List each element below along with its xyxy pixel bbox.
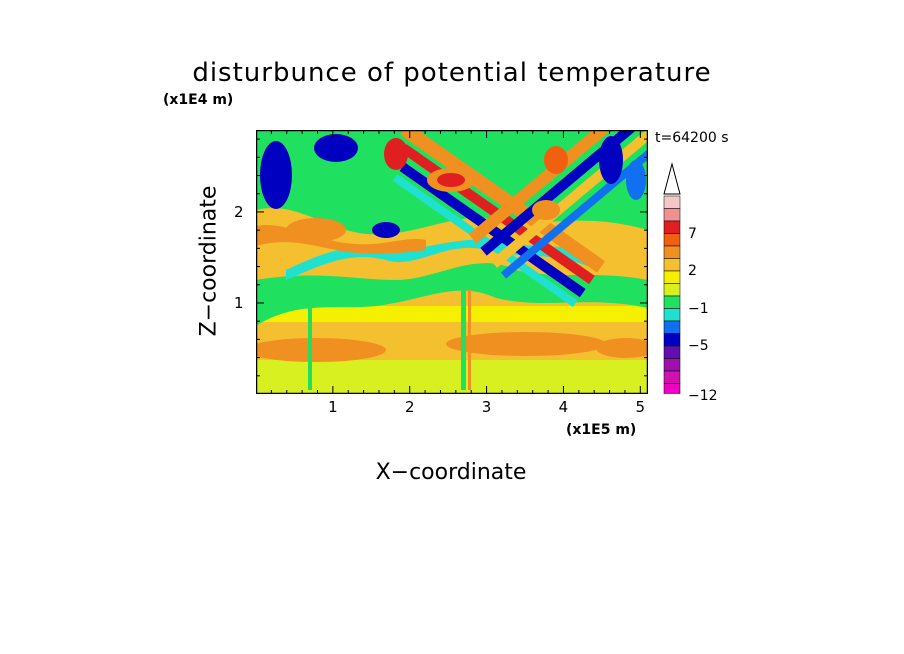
colorbar-extend-arrow [663, 162, 681, 195]
x-tick-label: 1 [328, 398, 338, 416]
colorbar-label: 2 [688, 263, 697, 279]
y-tick-label: 2 [234, 202, 244, 221]
colorbar-swatch [663, 283, 681, 297]
field-blob-cold [626, 160, 646, 200]
colorbar-swatch [663, 270, 681, 284]
field-blob-cold [599, 136, 623, 184]
field-blob-warm [384, 138, 408, 170]
colorbar-swatch [663, 220, 681, 234]
x-tick-label: 3 [481, 398, 492, 416]
field-blob-warm-low [596, 338, 648, 358]
colorbar-label: −5 [688, 338, 709, 354]
colorbar-label: −12 [688, 388, 718, 404]
colorbar-swatch [663, 370, 681, 384]
x-tick-label: 2 [404, 398, 415, 416]
colorbar-label: 7 [688, 225, 697, 242]
field-blob-warm [532, 200, 560, 220]
chart-title: disturbunce of potential temperature [192, 58, 712, 88]
field-blob-warm [437, 173, 465, 187]
field-blob-cold [372, 222, 400, 238]
field-plume [308, 300, 312, 390]
field-band-surface [256, 358, 648, 394]
x-axis-unit: (x1E5 m) [566, 422, 637, 438]
time-annotation: t=64200 s [655, 130, 729, 146]
colorbar-swatch [663, 358, 681, 372]
colorbar-label: −1 [688, 300, 709, 317]
field-plume [468, 290, 471, 390]
colorbar [663, 162, 681, 394]
x-tick-marks [256, 130, 641, 394]
colorbar-swatch [663, 258, 681, 272]
colorbar-swatch [663, 345, 681, 359]
field-blob-warm [286, 218, 346, 242]
x-axis-label: X−coordinate [375, 460, 527, 485]
colorbar-swatch [663, 208, 681, 222]
y-tick-marks [256, 138, 648, 394]
x-tick-label: 4 [558, 398, 569, 416]
field-blob-cold [260, 141, 292, 209]
colorbar-swatch [663, 245, 681, 259]
colorbar-swatch [663, 333, 681, 347]
colorbar-swatch [663, 383, 681, 394]
field-band-mid [256, 263, 648, 326]
colorbar-swatch [663, 233, 681, 247]
field-blob-warm-low [446, 332, 606, 356]
plot-area [256, 130, 648, 394]
field-plume [461, 280, 466, 390]
colorbar-swatch [663, 320, 681, 334]
plot-frame [256, 130, 648, 394]
field-blob-cold [314, 134, 358, 162]
field-band-yellow [256, 306, 648, 322]
colorbar-swatch [663, 308, 681, 322]
colorbar-swatch [663, 195, 681, 209]
y-axis-label: Z−coordinate [196, 185, 222, 337]
field-blob-warm-low [256, 338, 386, 362]
field-blob-warm [544, 146, 568, 174]
y-tick-label: 1 [234, 293, 244, 312]
colorbar-swatch [663, 295, 681, 309]
y-axis-unit: (x1E4 m) [163, 92, 234, 108]
x-tick-label: 5 [635, 398, 646, 416]
